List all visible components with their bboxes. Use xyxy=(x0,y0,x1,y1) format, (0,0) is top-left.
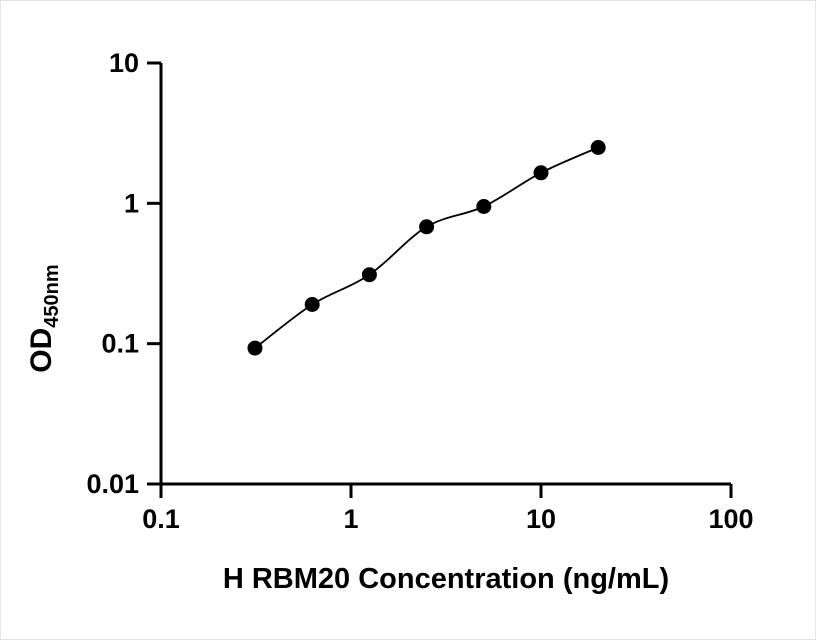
data-point xyxy=(419,219,435,235)
data-point xyxy=(361,267,377,283)
x-tick-label: 10 xyxy=(526,504,556,534)
x-tick-label: 0.1 xyxy=(142,504,180,534)
data-point xyxy=(476,199,492,214)
axis-spine xyxy=(159,63,731,486)
data-point xyxy=(590,140,606,155)
y-axis-title: OD450nm xyxy=(25,264,63,372)
data-point xyxy=(533,165,549,181)
x-tick-label: 1 xyxy=(343,504,358,534)
y-tick-label: 0.01 xyxy=(86,469,139,499)
y-tick-label: 1 xyxy=(124,188,139,218)
data-point xyxy=(247,340,263,356)
x-axis-title: H RBM20 Concentration (ng/mL) xyxy=(223,563,669,595)
data-point xyxy=(304,297,320,312)
x-tick-label: 100 xyxy=(708,504,753,534)
y-tick-label: 10 xyxy=(109,48,139,78)
y-tick-label: 0.1 xyxy=(101,329,139,359)
